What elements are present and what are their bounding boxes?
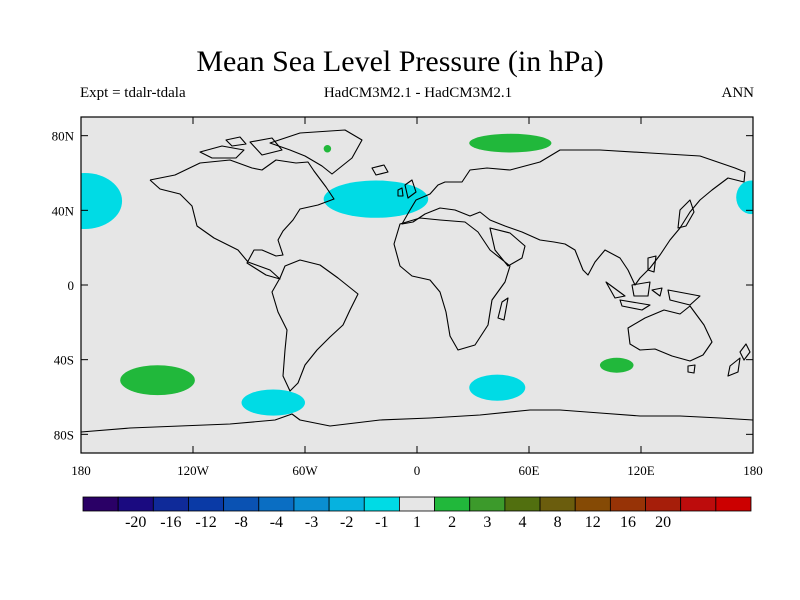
colorbar-label: 1	[413, 514, 421, 531]
y-tick-label: 40N	[52, 203, 75, 218]
colorbar-swatch	[504, 496, 541, 512]
anomaly-layer	[81, 133, 753, 416]
colorbar-swatch	[258, 496, 295, 512]
coastlines	[81, 129, 753, 433]
colorbar-label: 12	[585, 514, 601, 531]
colorbar-label: 8	[554, 514, 562, 531]
colorbar-swatch	[82, 496, 119, 512]
x-tick-label: 60E	[519, 463, 540, 478]
x-tick-label: 180	[71, 463, 91, 478]
colorbar-swatch	[328, 496, 365, 512]
colorbar: -20 -16 -12 -8 -4 -3 -2 -1 1 2 3 4 8 12 16 20	[82, 496, 752, 531]
colorbar-swatch	[293, 496, 330, 512]
colorbar-swatch	[188, 496, 225, 512]
coastline-africa	[393, 217, 526, 351]
colorbar-swatch	[680, 496, 717, 512]
anomaly-greenland	[323, 145, 332, 153]
coastline-iceland	[371, 164, 389, 176]
coastline-tasmania	[687, 364, 696, 374]
colorbar-swatch	[117, 496, 154, 512]
season-label: ANN	[721, 85, 755, 101]
anomaly-south-pacific	[120, 365, 195, 396]
colorbar-swatch	[223, 496, 260, 512]
anomaly-north-atlantic	[323, 180, 429, 218]
colorbar-label: 20	[655, 514, 671, 531]
x-tick-label: 120W	[177, 463, 210, 478]
anomaly-southern-ocean	[599, 357, 634, 373]
anomaly-barents-sea	[469, 133, 552, 153]
coastline-madagascar	[497, 297, 509, 321]
coastline-arctic-islands	[199, 136, 283, 159]
colorbar-swatch	[399, 496, 435, 512]
colorbar-label: 2	[448, 514, 456, 531]
x-tick-label: 120E	[627, 463, 655, 478]
y-tick-label: 80S	[54, 427, 74, 442]
colorbar-label: -1	[375, 514, 388, 531]
colorbar-label: -2	[340, 514, 353, 531]
coastline-antarctica	[81, 409, 753, 433]
y-tick-label: 0	[68, 278, 75, 293]
colorbar-label: -8	[235, 514, 248, 531]
colorbar-label: 16	[620, 514, 636, 531]
colorbar-swatch	[363, 496, 400, 512]
anomaly-drake-passage	[241, 389, 305, 416]
chart-title: Mean Sea Level Pressure (in hPa)	[196, 45, 604, 78]
coastline-british-isles	[397, 179, 417, 199]
colorbar-swatch	[715, 496, 752, 512]
map-plot-area	[81, 117, 753, 453]
x-tick-label: 0	[414, 463, 421, 478]
x-tick-label: 180	[743, 463, 763, 478]
colorbar-swatch	[434, 496, 471, 512]
colorbar-label: 3	[483, 514, 491, 531]
anomaly-north-pacific-west	[81, 173, 123, 229]
colorbar-label: 4	[518, 514, 526, 531]
coastline-new-zealand	[727, 343, 751, 377]
y-tick-label: 80N	[52, 129, 75, 144]
coastline-maritime-continent	[605, 255, 701, 311]
coastline-south-america	[271, 259, 359, 392]
colorbar-swatch	[574, 496, 611, 512]
axis-ticks: 80N 40N 0 40S 80S 180 120W 60W 0 60E 120E 180	[52, 117, 763, 478]
coastline-eurasia	[401, 149, 746, 286]
colorbar-label: -3	[305, 514, 318, 531]
x-tick-label: 60W	[292, 463, 318, 478]
colorbar-label: -20	[125, 514, 146, 531]
y-tick-label: 40S	[54, 353, 74, 368]
colorbar-label: -16	[160, 514, 181, 531]
coastline-australia	[627, 305, 713, 362]
colorbar-label: -12	[195, 514, 216, 531]
anomaly-south-indian-ocean	[469, 374, 526, 401]
colorbar-label: -4	[270, 514, 283, 531]
colorbar-swatch	[645, 496, 682, 512]
coastline-greenland	[269, 129, 363, 175]
colorbar-swatch	[609, 496, 646, 512]
experiment-label: Expt = tdalr-tdala	[80, 85, 186, 101]
colorbar-swatch	[469, 496, 506, 512]
model-comparison-label: HadCM3M2.1 - HadCM3M2.1	[323, 85, 513, 101]
colorbar-swatch	[152, 496, 189, 512]
anomaly-north-pacific-east	[736, 180, 753, 215]
coastline-japan	[677, 199, 695, 229]
colorbar-swatch	[539, 496, 576, 512]
coastline-north-america	[149, 159, 335, 280]
